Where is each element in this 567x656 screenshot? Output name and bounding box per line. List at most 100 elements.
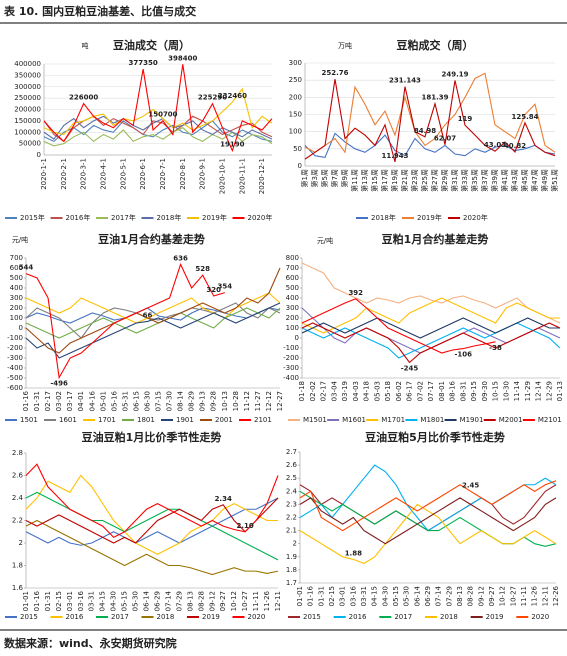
series-line <box>304 79 556 163</box>
x-tick-label: 03-02 <box>55 391 63 411</box>
x-tick-label: 01-31 <box>317 586 325 606</box>
data-label: -496 <box>50 380 68 388</box>
data-label: 320 <box>206 286 221 294</box>
x-tick-label: 11-26 <box>531 585 539 606</box>
data-label: 232460 <box>218 92 247 100</box>
x-tick-label: 05-16 <box>110 390 118 411</box>
y-axis-label: 元/吨 <box>317 236 333 245</box>
x-tick-label: 06-14 <box>143 590 151 611</box>
legend-label: 2018年 <box>371 213 396 222</box>
x-tick-label: 05-03 <box>373 381 381 401</box>
y-tick-label: 1.9 <box>286 553 297 561</box>
legend-label: 2001 <box>215 416 233 424</box>
x-tick-label: 10-30 <box>502 381 510 401</box>
x-tick-label: 2020-4-1 <box>99 158 107 190</box>
series-line <box>301 298 496 354</box>
series-line <box>25 497 279 544</box>
x-tick-label: 01-31 <box>33 391 41 411</box>
x-tick-label: 04-18 <box>363 381 371 401</box>
data-label: 119 <box>458 115 473 123</box>
series-line <box>25 307 281 324</box>
series-line <box>25 463 279 539</box>
y-tick-label: 200 <box>10 304 23 312</box>
y-tick-label: 100 <box>10 314 23 322</box>
x-tick-label: 11-27 <box>254 391 262 411</box>
x-tick-label: 2020-8-1 <box>179 158 187 190</box>
legend-label: 2016年 <box>66 213 91 222</box>
series-line <box>304 72 556 154</box>
legend-label: 2019年 <box>202 213 227 222</box>
series-line <box>43 115 273 143</box>
data-label: 84.98 <box>414 127 436 135</box>
legend-label: 2015 <box>20 613 38 621</box>
y-tick-label: -100 <box>283 344 299 352</box>
x-tick-label: 01-16 <box>33 590 41 611</box>
chart-title: 豆油豆粕5月比价季节性走势 <box>365 430 505 444</box>
legend-label: M2101 <box>538 416 562 424</box>
chart-title: 豆油1月合约基差走势 <box>98 232 205 246</box>
x-tick-label: 07-14 <box>164 590 172 611</box>
legend-label: 2017年 <box>111 213 136 222</box>
x-tick-label: 07-14 <box>435 585 443 606</box>
y-tick-label: 2.6 <box>286 461 298 469</box>
x-tick-label: 10-27 <box>509 586 517 606</box>
x-tick-label: 第33周 <box>460 169 469 192</box>
x-tick-label: 第1周 <box>300 169 309 187</box>
x-tick-label: 10-15 <box>492 381 500 401</box>
y-tick-label: -100 <box>7 334 23 342</box>
x-tick-label: 04-15 <box>99 591 107 611</box>
y-tick-label: 2.5 <box>286 474 297 482</box>
series-line <box>299 497 557 545</box>
y-tick-label: 600 <box>286 274 299 282</box>
x-tick-label: 04-15 <box>371 586 379 606</box>
x-tick-label: 11-11 <box>252 591 260 611</box>
x-tick-label: 02-17 <box>320 381 328 401</box>
y-tick-label: 1.8 <box>286 566 297 574</box>
legend-label: M1501 <box>303 416 327 424</box>
x-tick-label: 07-30 <box>166 391 174 411</box>
x-tick-label: 10-12 <box>230 591 238 611</box>
x-tick-label: 2020-12-1 <box>258 158 266 194</box>
y-tick-label: 2.1 <box>286 527 297 535</box>
x-tick-label: 第47周 <box>530 169 539 192</box>
series-line <box>43 87 273 136</box>
page-title: 表 10. 国内豆粕豆油基差、比值与成交 <box>3 4 196 18</box>
x-tick-label: 09-27 <box>219 591 227 611</box>
x-tick-label: 02-02 <box>309 381 317 401</box>
y-tick-label: 700 <box>286 264 299 272</box>
series-line <box>25 307 281 339</box>
x-tick-label: 06-17 <box>406 381 414 401</box>
x-tick-label: 03-01 <box>339 586 347 606</box>
data-label: 62.07 <box>434 135 456 143</box>
x-tick-label: 第45周 <box>520 169 529 192</box>
x-tick-label: 12-27 <box>276 391 284 411</box>
y-tick-label: -300 <box>283 364 299 372</box>
data-label: 19190 <box>220 141 244 149</box>
x-tick-label: 01-13 <box>556 381 564 401</box>
data-label: -245 <box>401 365 419 373</box>
y-tick-label: 50 <box>293 145 302 153</box>
series-line <box>25 474 278 555</box>
x-tick-label: 12-14 <box>535 380 543 401</box>
data-label: 528 <box>195 265 210 273</box>
data-label: 392 <box>348 289 363 297</box>
y-tick-label: 2.4 <box>12 494 24 502</box>
chart-title: 豆油成交（周） <box>113 38 190 52</box>
data-label: 398400 <box>168 54 197 62</box>
y-tick-label: 250000 <box>14 94 41 102</box>
x-tick-label: 01-16 <box>307 585 315 606</box>
data-label: 225290 <box>198 94 227 102</box>
x-tick-label: 2020-2-1 <box>60 158 68 190</box>
x-tick-label: 10-28 <box>232 391 240 411</box>
x-tick-label: 06-15 <box>132 391 140 411</box>
x-tick-label: 第41周 <box>500 169 509 192</box>
series-line <box>25 302 281 359</box>
y-tick-label: 400 <box>286 294 299 302</box>
x-tick-label: 04-01 <box>77 391 85 411</box>
series-line <box>25 262 225 380</box>
y-axis-label: 吨 <box>82 41 89 50</box>
x-tick-label: 08-31 <box>459 381 467 401</box>
x-tick-label: 12-11 <box>541 586 549 606</box>
x-tick-label: 07-29 <box>175 591 183 611</box>
y-tick-label: 2.4 <box>286 487 298 495</box>
